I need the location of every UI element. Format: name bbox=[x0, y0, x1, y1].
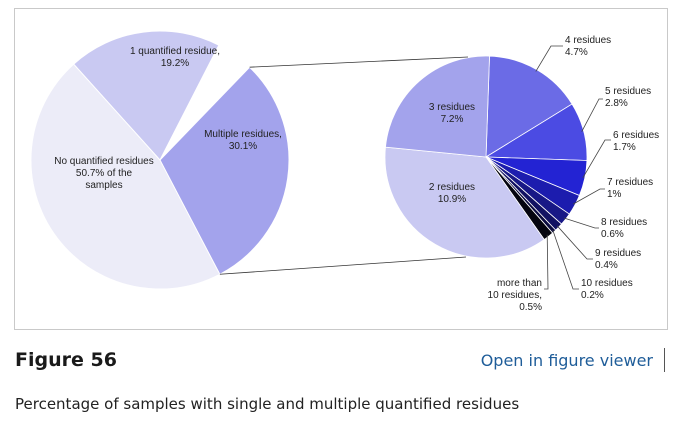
leader-line-more-than bbox=[544, 234, 549, 290]
pie-label-multiple-residues: Multiple residues, 30.1% bbox=[204, 129, 282, 152]
pie-label-no-quantified-residues: No quantified residues 50.7% of the sample… bbox=[54, 156, 154, 191]
subpie-slice-3-residues bbox=[385, 55, 490, 158]
connector-line-bottom bbox=[219, 256, 467, 275]
subpie-label-9-residues: 9 residues 0.4% bbox=[595, 248, 641, 271]
subpie-label-7-residues: 7 residues 1% bbox=[607, 177, 653, 200]
subpie-label-5-residues: 5 residues 2.8% bbox=[605, 86, 651, 109]
connector-line-top bbox=[249, 56, 469, 68]
subpie-label-2-residues: 2 residues 10.9% bbox=[429, 182, 475, 205]
leader-line-8-residues bbox=[563, 217, 599, 229]
subpie-label-8-residues: 8 residues 0.6% bbox=[601, 217, 647, 240]
figure-frame: No quantified residues 50.7% of the sample… bbox=[14, 8, 668, 330]
pie-label-1-quantified-residue: 1 quantified residue, 19.2% bbox=[130, 46, 220, 69]
open-in-figure-viewer-link[interactable]: Open in figure viewer bbox=[480, 351, 653, 370]
pie-of-pie-chart: No quantified residues 50.7% of the sample… bbox=[30, 30, 659, 313]
subpie-label-6-residues: 6 residues 1.7% bbox=[613, 130, 659, 153]
subpie-label-more-than: more than 10 residues, 0.5% bbox=[488, 278, 543, 313]
leader-line-7-residues bbox=[572, 188, 605, 205]
pie-slice-multiple-residues bbox=[159, 66, 290, 275]
figure-label: Figure 56 bbox=[15, 349, 117, 371]
subpie-label-4-residues: 4 residues 4.7% bbox=[565, 35, 611, 58]
subpie-label-10-residues: 10 residues 0.2% bbox=[581, 278, 633, 301]
leader-line-6-residues bbox=[582, 139, 611, 179]
leader-line-4-residues bbox=[535, 45, 563, 72]
leader-line-10-residues bbox=[552, 229, 579, 290]
figure-caption: Percentage of samples with single and mu… bbox=[15, 395, 520, 413]
subpie-slice-2-residues bbox=[384, 146, 545, 259]
viewer-divider bbox=[664, 348, 665, 372]
subpie-label-3-residues: 3 residues 7.2% bbox=[429, 102, 475, 125]
leader-line-9-residues bbox=[556, 225, 593, 260]
leader-line-5-residues bbox=[581, 98, 603, 132]
pie-slice-1-quantified-residue bbox=[72, 30, 220, 161]
pie-slice-no-quantified-residues bbox=[30, 62, 251, 290]
